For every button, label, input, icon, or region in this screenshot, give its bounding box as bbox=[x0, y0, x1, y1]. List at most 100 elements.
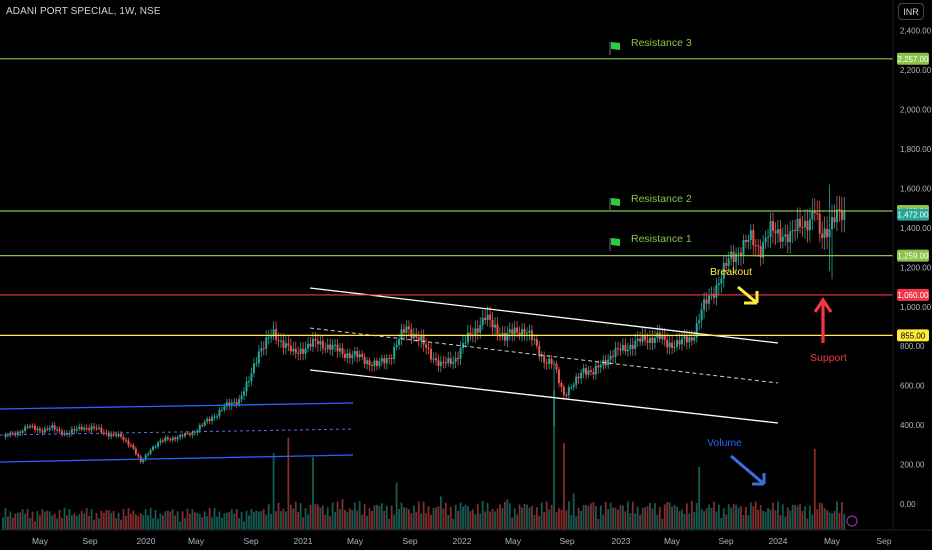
candle-body bbox=[166, 437, 169, 440]
time-tick-label: Sep bbox=[402, 536, 417, 546]
price-tick-label: 1,000.00 bbox=[900, 303, 932, 312]
candle-body bbox=[159, 440, 162, 443]
candle-body bbox=[33, 425, 36, 430]
candle-body bbox=[521, 329, 524, 337]
currency-button[interactable]: INR bbox=[898, 3, 924, 20]
candle-body bbox=[808, 219, 811, 231]
volume-bar bbox=[174, 515, 177, 530]
candle-body bbox=[270, 336, 273, 338]
volume-bar bbox=[567, 501, 570, 530]
volume-bar bbox=[432, 508, 435, 530]
volume-bar bbox=[235, 508, 238, 530]
candle-body bbox=[240, 395, 243, 400]
candle-body bbox=[238, 399, 241, 405]
candle-body bbox=[543, 355, 546, 363]
price-tick-label: 2,200.00 bbox=[900, 66, 932, 75]
volume-bar bbox=[292, 508, 295, 530]
candle-body bbox=[826, 228, 829, 238]
candle-body bbox=[398, 338, 401, 345]
candle-body bbox=[459, 348, 462, 359]
candle-body bbox=[43, 428, 46, 433]
volume-bar bbox=[366, 515, 368, 530]
volume-bar bbox=[176, 511, 179, 530]
volume-bar bbox=[48, 511, 51, 530]
price-tick-label: 2,000.00 bbox=[900, 106, 932, 115]
candle-body bbox=[292, 348, 295, 352]
volume-bar bbox=[548, 509, 551, 530]
volume-bar bbox=[70, 515, 73, 530]
candle-body bbox=[764, 237, 767, 243]
volume-bar bbox=[164, 511, 167, 530]
candle-body bbox=[432, 358, 435, 360]
volume-bar bbox=[420, 513, 423, 530]
volume-bar bbox=[221, 517, 223, 530]
volume-bar bbox=[326, 507, 329, 530]
candle-body bbox=[715, 284, 718, 298]
candle-body bbox=[452, 361, 455, 364]
volume-bar bbox=[253, 511, 255, 530]
candle-body bbox=[555, 363, 558, 370]
volume-bar bbox=[149, 507, 152, 530]
volume-bar bbox=[80, 510, 83, 530]
volume-bar bbox=[36, 510, 39, 530]
volume-bar bbox=[410, 513, 413, 530]
volume-bar bbox=[462, 506, 464, 530]
volume-bar bbox=[513, 508, 516, 530]
candle-body bbox=[343, 353, 346, 358]
candle-body bbox=[538, 345, 541, 357]
blue-channel-top bbox=[0, 402, 354, 410]
candle-body bbox=[334, 344, 337, 346]
volume-bar bbox=[154, 510, 157, 530]
volume-bar bbox=[356, 510, 359, 530]
time-tick-label: May bbox=[824, 536, 841, 546]
volume-bar bbox=[725, 514, 728, 530]
candle-body bbox=[685, 336, 688, 343]
volume-bar bbox=[558, 508, 560, 530]
candle-body bbox=[117, 433, 120, 437]
volume-bar bbox=[223, 513, 226, 530]
price-axis[interactable]: 0.00 200.00 400.00 600.00 800.00 1,000.00 1,20… bbox=[892, 0, 932, 530]
candle-body bbox=[346, 353, 349, 358]
volume-bar bbox=[619, 504, 622, 530]
time-tick-label: Sep bbox=[243, 536, 258, 546]
level-badge-label: 855.00 bbox=[901, 331, 926, 340]
volume-bar bbox=[565, 510, 568, 530]
support-label: Support bbox=[810, 352, 847, 364]
candle-body bbox=[703, 299, 706, 310]
candle-body bbox=[390, 358, 393, 360]
volume-bar bbox=[799, 503, 801, 530]
volume-bar bbox=[398, 508, 400, 530]
drawings bbox=[0, 58, 893, 463]
volume-bar bbox=[831, 513, 833, 530]
volume-bar bbox=[378, 505, 381, 530]
candle-body bbox=[294, 348, 297, 353]
volume-bar bbox=[280, 511, 282, 530]
candle-body bbox=[289, 345, 292, 352]
blue-channel-bottom bbox=[0, 454, 354, 463]
candle-body bbox=[767, 236, 770, 238]
volume-bar bbox=[833, 511, 836, 530]
candle-body bbox=[405, 326, 408, 333]
volume-bar bbox=[412, 505, 415, 530]
volume-bar bbox=[444, 502, 447, 530]
time-axis[interactable]: May Sep 2020 May Sep 2021 May Sep 2022 May Sep 2023… bbox=[0, 529, 932, 546]
candle-body bbox=[191, 431, 194, 436]
candle-body bbox=[712, 293, 715, 298]
candle-body bbox=[843, 210, 846, 220]
candle-body bbox=[759, 246, 762, 258]
candle-body bbox=[348, 353, 351, 359]
volume-bar bbox=[321, 505, 324, 530]
symbol-title[interactable]: ADANI PORT SPECIAL, 1W, NSE bbox=[6, 6, 161, 17]
volume-bar bbox=[95, 512, 98, 530]
candle-body bbox=[41, 430, 44, 433]
candle-body bbox=[351, 355, 354, 359]
volume-bar bbox=[405, 507, 408, 530]
volume-bar bbox=[142, 514, 145, 530]
volume-bar bbox=[233, 513, 236, 530]
volume-bar bbox=[836, 501, 838, 530]
time-tick-label: Sep bbox=[82, 536, 97, 546]
volume-bar bbox=[698, 467, 701, 530]
candle-body bbox=[88, 428, 91, 430]
level-badge-label: 1,259.00 bbox=[897, 252, 929, 261]
